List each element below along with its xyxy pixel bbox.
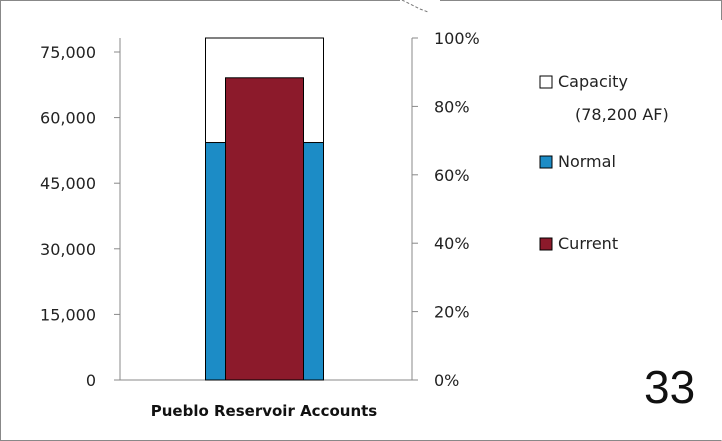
left-tick-label: 0 [86,371,96,390]
slide-number: 33 [644,361,695,413]
right-tick-label: 20% [434,303,470,322]
right-tick-label: 100% [434,29,480,48]
legend-swatch-current [539,237,553,251]
right-tick-label: 0% [434,371,459,390]
left-tick-label: 45,000 [40,174,96,193]
legend-label-normal: Normal [558,152,616,171]
right-tick-label: 80% [434,97,470,116]
right-axis-ticks: 0% 20% 40% 60% 80% 100% [412,29,480,390]
legend-label-current: Current [558,234,618,253]
x-category-label: Pueblo Reservoir Accounts [151,402,378,420]
left-tick-label: 75,000 [40,43,96,62]
bar-current [225,77,304,381]
left-axis-ticks: 0 15,000 30,000 45,000 60,000 75,000 [40,43,120,390]
legend-item-current: Current [539,234,618,253]
right-tick-label: 60% [434,166,470,185]
legend-item-capacity: Capacity (78,200 AF) [539,72,669,124]
left-tick-label: 60,000 [40,109,96,128]
right-axis: 0% 20% 40% 60% 80% 100% [411,29,480,390]
legend: Capacity (78,200 AF) Normal Current [539,72,669,253]
right-tick-label: 40% [434,234,470,253]
legend-sublabel-capacity: (78,200 AF) [575,105,669,124]
bars-group [205,37,324,381]
frame-top-right [440,0,722,20]
legend-swatch-normal [539,155,553,169]
connector-arrow [401,0,429,13]
left-tick-label: 30,000 [40,240,96,259]
legend-item-normal: Normal [539,152,616,171]
legend-label-capacity: Capacity [558,72,628,91]
left-tick-label: 15,000 [40,305,96,324]
left-axis: 0 15,000 30,000 45,000 60,000 75,000 [40,38,121,390]
legend-swatch-capacity [539,75,553,89]
